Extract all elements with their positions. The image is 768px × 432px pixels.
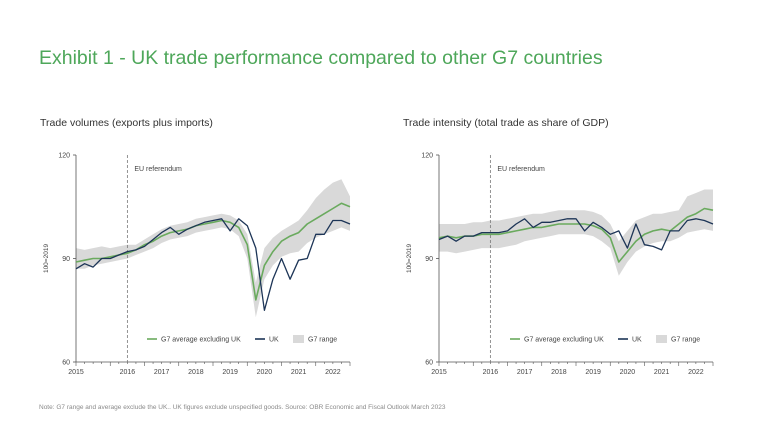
g7-average-line xyxy=(438,207,714,263)
uk-line xyxy=(438,218,714,251)
legend-uk-label: UK xyxy=(632,337,642,344)
legend-g7-label: G7 average excluding UK xyxy=(161,337,241,344)
y-tick-label: 90 xyxy=(62,256,70,263)
y-tick-label: 90 xyxy=(425,256,433,263)
x-tick-label: 2022 xyxy=(688,369,704,376)
x-tick-label: 2016 xyxy=(120,369,136,376)
y-axis-label: 100=2019 xyxy=(406,244,413,273)
g7-range-band xyxy=(76,179,350,318)
x-tick-label: 2020 xyxy=(620,369,636,376)
uk-line xyxy=(75,218,351,311)
g7-range-band xyxy=(439,189,713,276)
x-tick-label: 2019 xyxy=(222,369,238,376)
legend-range-swatch xyxy=(293,335,304,343)
x-tick-label: 2016 xyxy=(483,369,499,376)
x-tick-label: 2020 xyxy=(257,369,273,376)
x-tick-label: 2018 xyxy=(551,369,567,376)
y-tick-label: 60 xyxy=(62,360,70,367)
x-tick-label: 2022 xyxy=(325,369,341,376)
left-chart-title: Trade volumes (exports plus imports) xyxy=(40,117,213,129)
right-chart: 60 90 120 100=2019 2015 2016 2017 2018 2019 2020 2… xyxy=(406,153,714,376)
legend-range-label: G7 range xyxy=(308,337,337,344)
legend-g7-label: G7 average excluding UK xyxy=(524,337,604,344)
page-title: Exhibit 1 - UK trade performance compare… xyxy=(39,47,603,69)
legend-range-label: G7 range xyxy=(671,337,700,344)
footnote: Note: G7 range and average exclude the U… xyxy=(39,404,446,411)
x-tick-label: 2015 xyxy=(431,369,447,376)
legend-range-swatch xyxy=(656,335,667,343)
x-tick-label: 2017 xyxy=(154,369,170,376)
left-chart: 60 90 120 100=2019 2015 2016 2017 2018 2019 2020 2… xyxy=(43,153,351,376)
right-chart-title: Trade intensity (total trade as share of… xyxy=(403,117,609,129)
y-tick-label: 120 xyxy=(58,153,70,160)
y-axis-label: 100=2019 xyxy=(43,244,50,273)
x-tick-label: 2021 xyxy=(654,369,670,376)
x-tick-label: 2017 xyxy=(517,369,533,376)
eu-referendum-label: EU referendum xyxy=(497,166,545,173)
y-tick-label: 120 xyxy=(421,153,433,160)
y-tick-label: 60 xyxy=(425,360,433,367)
x-tick-label: 2021 xyxy=(291,369,307,376)
x-tick-label: 2018 xyxy=(188,369,204,376)
x-tick-label: 2019 xyxy=(585,369,601,376)
x-tick-label: 2015 xyxy=(68,369,84,376)
legend-uk-label: UK xyxy=(269,337,279,344)
eu-referendum-label: EU referendum xyxy=(134,166,182,173)
